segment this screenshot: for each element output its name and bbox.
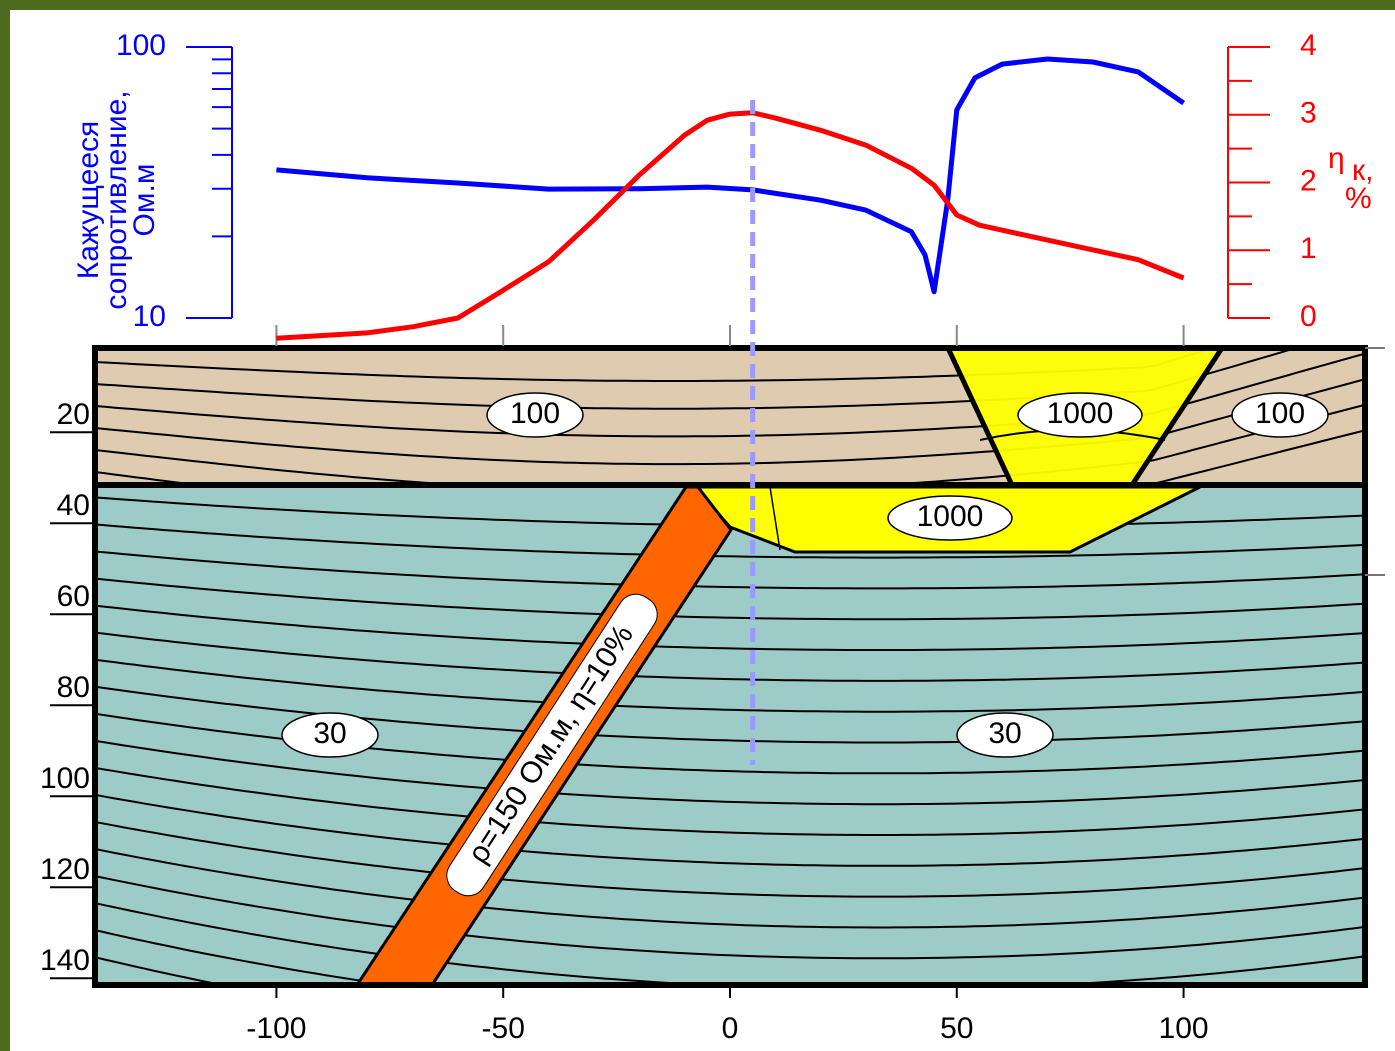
depth-tick-label: 20 <box>57 398 90 431</box>
section <box>95 302 1385 1051</box>
x-tick-label: 100 <box>1159 1012 1209 1045</box>
y-tick-label: 10 <box>133 300 166 333</box>
resistivity-label: 30 <box>988 717 1021 750</box>
resistivity-label: 100 <box>510 397 560 430</box>
resistivity-label: 1000 <box>1047 397 1114 430</box>
page: 100100010010003030ρ=150 Ом.м, η=10% 1010… <box>0 0 1395 1051</box>
resistivity-label: 100 <box>1255 397 1305 430</box>
depth-tick-label: 40 <box>57 489 90 522</box>
figure: 100100010010003030ρ=150 Ом.м, η=10% 1010… <box>0 0 1395 1051</box>
resistivity-label: 1000 <box>917 500 984 533</box>
y2-tick-label: 2 <box>1300 164 1317 197</box>
depth-tick-label: 60 <box>57 580 90 613</box>
y2-tick-label: 1 <box>1300 232 1317 265</box>
y2-tick-label: 0 <box>1300 300 1317 333</box>
y2-label-unit: % <box>1345 182 1372 215</box>
y2-label-symbol: η <box>1328 142 1345 175</box>
depth-tick-label: 120 <box>40 853 90 886</box>
depth-tick-label: 100 <box>40 762 90 795</box>
y2-tick-label: 3 <box>1300 97 1317 130</box>
x-tick-label: -50 <box>482 1012 525 1045</box>
depth-tick-label: 80 <box>57 671 90 704</box>
y-axis-label: Ом.м <box>128 164 161 237</box>
y2-tick-label: 4 <box>1300 29 1317 62</box>
x-tick-label: 0 <box>722 1012 739 1045</box>
x-tick-label: -100 <box>246 1012 306 1045</box>
depth-tick-label: 140 <box>40 944 90 977</box>
x-tick-label: 50 <box>940 1012 973 1045</box>
y-tick-label: 100 <box>116 29 166 62</box>
resistivity-label: 30 <box>313 717 346 750</box>
